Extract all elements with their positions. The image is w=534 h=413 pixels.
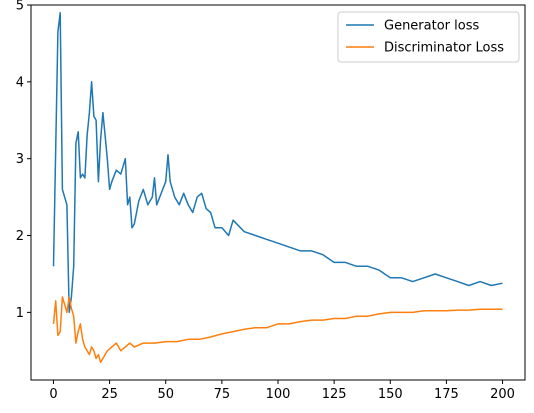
series-line-1: [52, 11, 503, 314]
plot-area: [52, 11, 503, 364]
x-tick-label: 150: [378, 387, 403, 402]
x-tick-label: 50: [157, 387, 174, 402]
legend-label-2: Discriminator Loss: [384, 41, 504, 56]
y-tick-label: 3: [16, 152, 24, 167]
legend-box: [337, 11, 520, 63]
x-tick-label: 125: [322, 387, 347, 402]
x-axis: 0 25 50 75 100 125 150 175 200: [49, 380, 515, 402]
x-tick-label: 0: [49, 387, 57, 402]
x-tick-label: 75: [214, 387, 231, 402]
x-tick-label: 25: [101, 387, 118, 402]
y-tick-label: 1: [16, 306, 24, 321]
legend-label-1: Generator loss: [384, 19, 479, 34]
legend: Generator loss Discriminator Loss: [337, 11, 520, 63]
x-tick-label: 100: [266, 387, 291, 402]
y-tick-label: 2: [16, 229, 24, 244]
x-tick-label: 175: [434, 387, 459, 402]
y-axis: 1 2 3 4 5: [16, 0, 31, 321]
series-line-2: [52, 296, 503, 364]
x-tick-label: 200: [490, 387, 515, 402]
y-tick-label: 5: [16, 0, 24, 14]
y-tick-label: 4: [16, 75, 24, 90]
